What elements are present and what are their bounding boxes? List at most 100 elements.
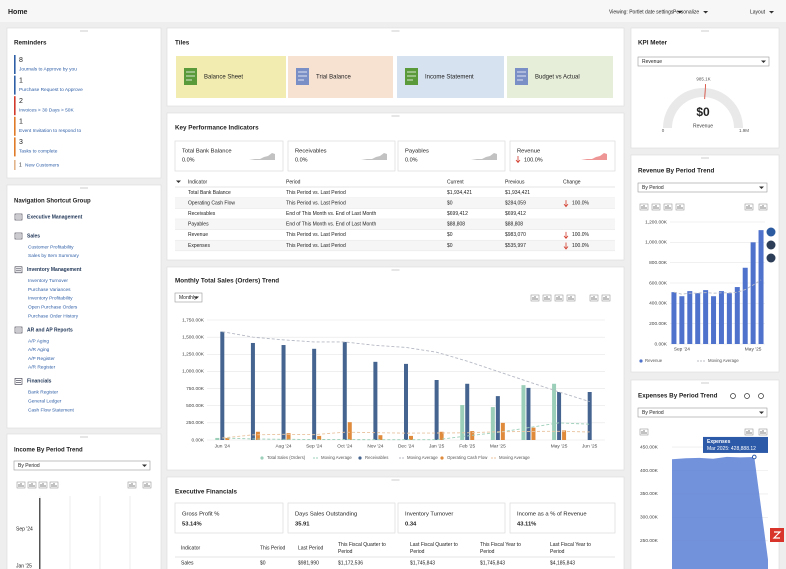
header-menu[interactable]: Viewing: Portlet date settings: [609, 9, 674, 15]
kpi-card[interactable]: [397, 502, 506, 534]
icon-glyph: [517, 71, 526, 81]
tooltip-point: [751, 454, 757, 460]
dropdown[interactable]: [637, 407, 768, 418]
table-header: This Period: [260, 545, 286, 551]
portlet-title: KPI Meter: [638, 40, 668, 47]
nav-link[interactable]: A/R Register: [28, 365, 56, 371]
dropdown-arrow: [194, 296, 199, 299]
nav-group[interactable]: AR and AP Reports: [27, 327, 73, 333]
bar: [342, 341, 347, 440]
legend-label: Moving Average: [499, 455, 530, 460]
table-header: Indicator: [181, 545, 201, 551]
header-tool[interactable]: [730, 393, 736, 399]
nav-link[interactable]: Open Purchase Orders: [28, 304, 78, 310]
table-header: Last Fiscal Quarter to Period: [410, 542, 459, 555]
x-tick-label: Jun '25: [582, 443, 598, 449]
reminder-label[interactable]: Tasks to complete: [19, 149, 58, 155]
reminder-count: 1: [19, 119, 23, 126]
reminder-count: 8: [19, 57, 23, 64]
dropdown[interactable]: [637, 56, 770, 67]
table-header: This Fiscal Year to Period: [480, 542, 522, 555]
nav-link[interactable]: Cash Flow Statement: [28, 407, 75, 413]
kpi-card[interactable]: [397, 140, 506, 172]
reminder-label[interactable]: Invoices > 30 Days > 50K: [19, 107, 74, 113]
legend-swatch: [440, 456, 444, 460]
nav-link[interactable]: A/P Register: [28, 356, 55, 362]
bar: [750, 242, 756, 344]
tooltip-text: Mar 2025: 428,888.12: [707, 446, 756, 452]
dropdown[interactable]: [13, 460, 151, 471]
dropdown[interactable]: [637, 182, 768, 193]
nav-link[interactable]: Customer Profitability: [28, 244, 74, 250]
nav-group[interactable]: Financials: [27, 379, 52, 385]
reminder-bar: [14, 160, 16, 170]
group-icon: [14, 266, 23, 274]
reminder-label[interactable]: Journals to Approve by you: [19, 66, 77, 72]
bar: [711, 296, 717, 344]
portlet: [6, 27, 162, 179]
side-tool[interactable]: [766, 227, 776, 237]
nav-link[interactable]: Inventory Profitability: [28, 296, 73, 302]
header-menu[interactable]: Personalize: [673, 9, 699, 15]
bar: [281, 345, 286, 440]
moving-average-line: [222, 331, 590, 403]
group-icon: [14, 232, 23, 240]
kpi-card[interactable]: [509, 502, 616, 534]
dropdown-arrow: [703, 11, 709, 14]
side-tool[interactable]: [766, 240, 776, 250]
nav-link[interactable]: Inventory Turnover: [28, 278, 68, 284]
nav-link[interactable]: Purchase Variances: [28, 287, 71, 293]
table-header: This Fiscal Quarter to Period: [338, 542, 387, 555]
badge-glyph: [772, 531, 782, 539]
portlet-title: Revenue By Period Trend: [638, 168, 714, 175]
bar: [312, 348, 317, 440]
nav-link[interactable]: Sales by Item Summary: [28, 253, 80, 259]
nav-group[interactable]: Inventory Management: [27, 267, 82, 273]
bar: [495, 396, 500, 440]
nav-link[interactable]: A/R Aging: [28, 347, 50, 353]
bar: [726, 293, 732, 344]
nav-group[interactable]: Sales: [27, 233, 40, 239]
bar: [404, 363, 408, 440]
nav-link[interactable]: A/P Aging: [28, 338, 49, 344]
kpi-card[interactable]: [174, 140, 284, 172]
table-cell: $1,745,843: [410, 560, 435, 566]
header-tool[interactable]: [758, 393, 764, 399]
nav-link[interactable]: Purchase Order History: [28, 313, 79, 319]
nav-group[interactable]: Executive Management: [27, 214, 83, 220]
dropdown-arrow: [677, 11, 683, 14]
nav-link[interactable]: Bank Register: [28, 390, 59, 396]
dropdown[interactable]: [174, 292, 203, 303]
bar: [439, 431, 444, 440]
dropdown-value: By Period: [18, 463, 40, 469]
kpi-card[interactable]: [287, 502, 396, 534]
kpi-card[interactable]: [174, 502, 284, 534]
kpi-value: 0.0%: [182, 157, 195, 163]
reminder-label[interactable]: Purchase Request to Approve: [19, 87, 83, 93]
kpi-card[interactable]: [509, 140, 616, 172]
bar: [695, 293, 701, 344]
nav-link[interactable]: General Ledger: [28, 398, 62, 404]
side-tool[interactable]: [766, 253, 776, 263]
table-cell: $1,745,843: [480, 560, 505, 566]
header-menu[interactable]: Layout: [750, 9, 766, 15]
table-cell: 100.0%: [572, 243, 590, 249]
y-tick-label: 600.00K: [649, 280, 668, 286]
down-arrow: [563, 231, 569, 240]
portlet: [6, 184, 162, 429]
portlet: [166, 112, 625, 261]
kpi-card[interactable]: [287, 140, 396, 172]
kpi-label: Payables: [405, 149, 429, 155]
header-tool[interactable]: [744, 393, 750, 399]
target-label: 985.1K: [696, 76, 710, 81]
portlet-title: Expenses By Period Trend: [638, 393, 718, 400]
reminder-label[interactable]: New Customers: [25, 162, 60, 168]
dropdown-arrow: [176, 180, 181, 183]
y-tick-label: 0.00K: [654, 341, 667, 347]
x-tick-label: Nov '24: [367, 443, 383, 449]
bar: [220, 331, 225, 440]
down-arrow: [515, 156, 521, 164]
y-tick-label: 1,500.00K: [182, 334, 205, 340]
reminder-label[interactable]: Event Invitation to respond to: [19, 128, 81, 134]
